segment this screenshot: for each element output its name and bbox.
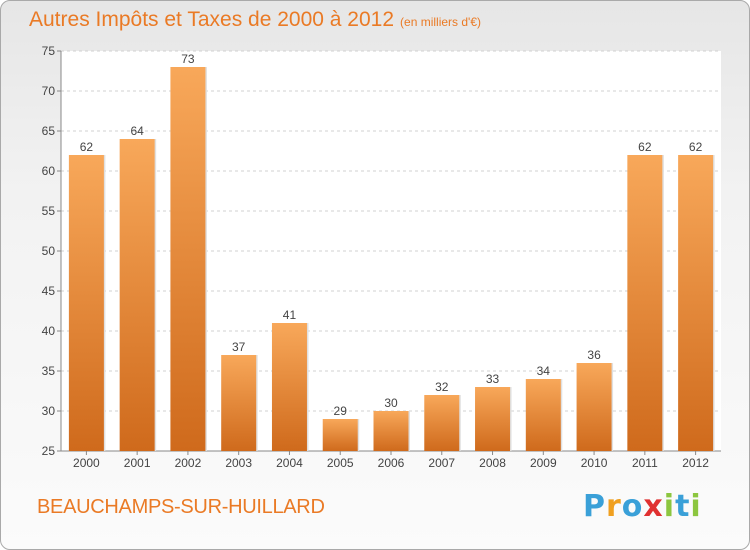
bar-value-label: 33: [486, 372, 500, 386]
logo-letter: t: [675, 489, 691, 524]
bar-value-label: 37: [232, 340, 246, 354]
logo-letter: r: [606, 489, 622, 524]
bar: [525, 379, 561, 451]
x-tick-label: 2009: [530, 456, 557, 470]
bar: [68, 155, 104, 451]
x-tick-label: 2002: [175, 456, 202, 470]
bar-value-label: 29: [334, 404, 348, 418]
y-tick-label: 25: [42, 444, 56, 458]
bar-value-label: 64: [130, 124, 144, 138]
logo-letter: P: [583, 489, 606, 524]
x-tick-label: 2003: [225, 456, 252, 470]
x-tick-label: 2008: [479, 456, 506, 470]
logo-letter: x: [643, 489, 664, 524]
chart-title: Autres Impôts et Taxes de 2000 à 2012 (en…: [29, 8, 481, 32]
bar: [424, 395, 460, 451]
logo-letter: i: [690, 489, 702, 524]
bar: [475, 387, 511, 451]
x-tick-label: 2000: [73, 456, 100, 470]
y-tick-label: 75: [42, 44, 56, 58]
proxiti-logo: Proxiti: [583, 489, 702, 524]
y-tick-label: 60: [42, 164, 56, 178]
bar-value-label: 73: [181, 52, 195, 66]
chart-title-text: Autres Impôts et Taxes de 2000 à 2012: [29, 8, 395, 31]
bar: [627, 155, 663, 451]
x-tick-label: 2006: [378, 456, 405, 470]
x-tick-label: 2001: [124, 456, 151, 470]
bar: [221, 355, 257, 451]
logo-letter: o: [621, 489, 644, 524]
bar: [373, 411, 409, 451]
bar: [119, 139, 155, 451]
y-tick-label: 55: [42, 204, 56, 218]
bar-value-label: 30: [384, 396, 398, 410]
bar-value-label: 62: [80, 140, 94, 154]
bar-value-label: 41: [283, 308, 297, 322]
bar: [322, 419, 358, 451]
y-tick-label: 65: [42, 124, 56, 138]
commune-name: BEAUCHAMPS-SUR-HUILLARD: [37, 496, 325, 518]
bar: [678, 155, 714, 451]
y-tick-label: 70: [42, 84, 56, 98]
y-tick-label: 50: [42, 244, 56, 258]
bar: [576, 363, 612, 451]
x-tick-label: 2005: [327, 456, 354, 470]
y-tick-label: 45: [42, 284, 56, 298]
y-tick-label: 40: [42, 324, 56, 338]
logo-letter: i: [663, 489, 676, 524]
bar-value-label: 32: [435, 380, 449, 394]
x-tick-label: 2012: [682, 456, 709, 470]
bar-value-label: 62: [689, 140, 703, 154]
chart-unit: (en milliers d'€): [400, 15, 482, 29]
y-tick-label: 30: [42, 404, 56, 418]
bar: [170, 67, 206, 451]
bar-value-label: 36: [587, 348, 601, 362]
bar-value-label: 34: [537, 364, 551, 378]
x-tick-label: 2010: [581, 456, 608, 470]
bar-value-label: 62: [638, 140, 652, 154]
x-tick-label: 2007: [428, 456, 455, 470]
x-tick-label: 2011: [632, 456, 658, 470]
y-tick-label: 35: [42, 364, 56, 378]
x-tick-label: 2004: [276, 456, 303, 470]
bar: [271, 323, 307, 451]
